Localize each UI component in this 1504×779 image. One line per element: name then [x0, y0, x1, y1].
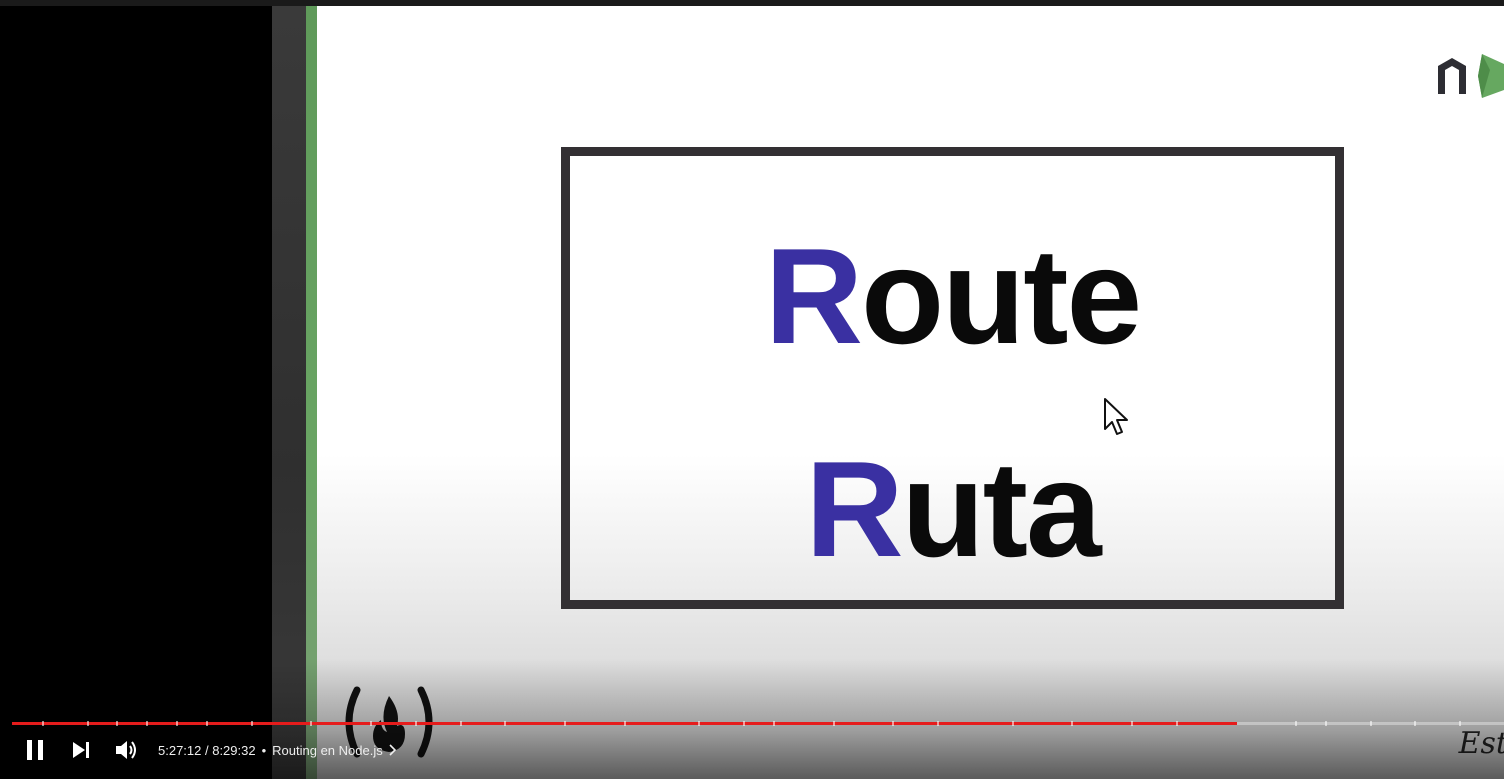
- chapter-marker: [146, 721, 149, 726]
- chapter-marker: [564, 721, 567, 726]
- volume-icon: [116, 741, 136, 759]
- chapter-marker: [414, 721, 417, 726]
- chapter-marker: [1071, 721, 1074, 726]
- chapter-marker: [1295, 721, 1298, 726]
- chapter-marker: [116, 721, 119, 726]
- time-separator: /: [201, 742, 213, 758]
- chapter-marker: [698, 721, 701, 726]
- chapter-marker: [1414, 721, 1417, 726]
- slide-side-panel: [272, 6, 306, 779]
- current-time: 5:27:12: [158, 742, 202, 758]
- chapter-marker: [250, 721, 253, 726]
- chapter-title-button[interactable]: Routing en Node.js: [272, 743, 397, 758]
- pause-button[interactable]: [12, 732, 58, 768]
- chevron-right-icon: [389, 744, 397, 756]
- chapter-marker: [205, 721, 208, 726]
- term-spanish: Ruta: [570, 441, 1335, 577]
- chapter-marker: [504, 721, 507, 726]
- chapter-marker: [1011, 721, 1014, 726]
- chapter-title: Routing en Node.js: [272, 742, 383, 758]
- chapter-marker: [176, 721, 179, 726]
- term-spanish-rest: uta: [901, 433, 1102, 585]
- chapter-marker: [892, 721, 895, 726]
- chapter-marker: [772, 721, 775, 726]
- progress-bar[interactable]: [12, 721, 1504, 726]
- chapter-marker: [1131, 721, 1133, 726]
- video-frame[interactable]: Route Ruta Est: [0, 6, 1504, 779]
- chapter-marker: [41, 721, 44, 726]
- next-icon: [73, 742, 89, 758]
- slide-green-bar: [306, 6, 317, 779]
- duration: 8:29:32: [212, 742, 256, 758]
- nodejs-logo-icon: [1438, 54, 1504, 98]
- chapter-marker: [743, 721, 746, 726]
- letterbox-left: [0, 6, 272, 779]
- chapter-marker: [937, 721, 940, 726]
- chapter-marker: [1175, 721, 1178, 726]
- chapter-marker: [832, 721, 835, 726]
- next-button[interactable]: [58, 732, 104, 768]
- control-bar: 5:27:12 / 8:29:32 • Routing en Node.js: [0, 732, 1504, 768]
- term-english: Route: [570, 228, 1335, 364]
- slide-content: Route Ruta Est: [317, 6, 1504, 779]
- chapter-bullet: •: [261, 742, 267, 758]
- time-display: 5:27:12 / 8:29:32: [158, 743, 256, 758]
- chapter-marker: [370, 721, 373, 726]
- chapter-marker: [459, 721, 462, 726]
- chapter-marker: [1369, 721, 1372, 726]
- term-spanish-initial: R: [805, 433, 903, 585]
- chapter-marker: [310, 721, 313, 726]
- top-strip: [0, 0, 1504, 6]
- chapter-marker: [1324, 721, 1327, 726]
- term-english-rest: oute: [861, 220, 1142, 372]
- term-english-initial: R: [764, 220, 863, 372]
- pause-icon: [27, 740, 43, 760]
- volume-button[interactable]: [104, 732, 150, 768]
- term-box: Route Ruta: [561, 147, 1344, 609]
- chapter-marker: [623, 721, 626, 726]
- chapter-marker: [86, 721, 89, 726]
- mouse-cursor-icon: [1104, 398, 1128, 435]
- chapter-marker: [1459, 721, 1462, 726]
